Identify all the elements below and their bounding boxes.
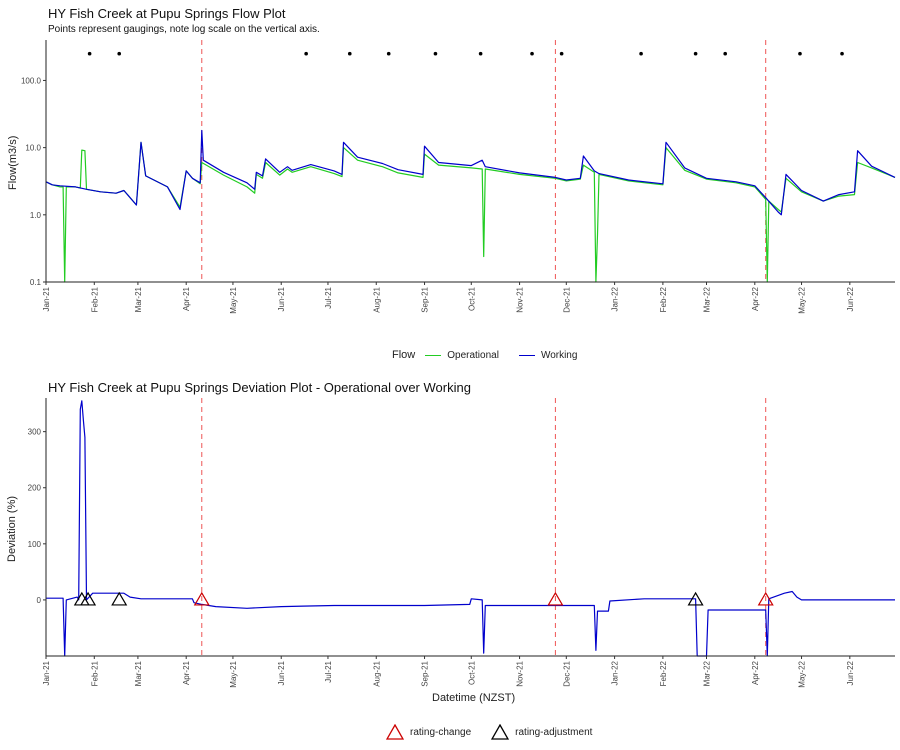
rating-change-marker [547,591,564,606]
x-tick-label: Sep-21 [421,286,430,312]
x-tick-label: Aug-21 [372,286,381,312]
x-tick-label: Jul-21 [324,286,333,308]
legend-label-rating-adjustment: rating-adjustment [515,726,593,738]
gauging-point [386,51,391,56]
legend-item-operational: Operational [425,350,499,361]
gauging-point [530,51,534,56]
y-tick-label: 200 [28,484,42,493]
deviation-x-axis-label: Datetime (NZST) [432,692,516,704]
x-tick-label: Aug-21 [372,660,381,686]
series-line [45,141,896,283]
x-tick-label: Mar-22 [703,660,712,686]
gauging-point [304,51,308,56]
x-tick-label: Jan-21 [42,286,51,311]
legend-item-working: Working [518,349,578,361]
x-tick-label: May-21 [229,660,238,687]
x-tick-label: Feb-21 [90,660,99,686]
x-tick-label: Nov-21 [516,286,525,312]
gauging-point [559,51,564,56]
x-tick-label: Jan-22 [611,660,620,685]
x-tick-label: Oct-21 [467,660,476,685]
legend-item-rating-change: rating-change [386,724,471,740]
y-tick-label: 0.1 [30,278,42,287]
x-tick-label: Jun-21 [277,660,286,685]
x-tick-label: Oct-21 [467,286,476,311]
legend-label-working: Working [540,349,578,361]
x-tick-label: Jul-21 [324,660,333,682]
x-tick-label: Jan-22 [611,286,620,311]
legend-item-rating-adjustment: rating-adjustment [491,724,592,740]
gauging-point [840,51,844,56]
flow-legend-title: Flow [392,349,416,361]
y-tick-label: 0 [37,596,42,605]
legend-label-operational: Operational [447,349,499,361]
x-tick-label: Feb-22 [659,660,668,686]
x-tick-label: Jan-21 [42,660,51,685]
series-line [45,129,896,216]
flow-plot-title: HY Fish Creek at Pupu Springs Flow Plot [48,6,286,21]
deviation-plot-title: HY Fish Creek at Pupu Springs Deviation … [48,380,471,395]
x-tick-label: Feb-22 [659,286,668,312]
rating-adjustment-marker [687,591,704,606]
gauging-point [433,51,438,56]
x-tick-label: May-22 [798,286,807,313]
gauging-point [639,51,643,56]
flow-legend: Flow Operational Working [392,349,591,361]
series-line [46,400,895,657]
x-tick-label: Sep-21 [421,660,430,686]
x-tick-label: Apr-21 [182,286,191,311]
x-tick-label: Mar-21 [134,286,143,312]
x-tick-label: Apr-21 [182,660,191,685]
x-tick-label: May-22 [798,660,807,687]
rating-change-triangle-icon [386,724,404,740]
gauging-point [723,51,727,56]
legend-label-rating-change: rating-change [410,726,472,738]
x-tick-label: Mar-22 [703,286,712,312]
y-tick-label: 1.0 [30,211,42,220]
deviation-plot: 0 100 200 300 Jan-21 Feb-21 Mar-21 Apr-21 May-21… [28,398,895,688]
gauging-point [87,51,92,56]
gauging-point [693,51,698,56]
y-tick-label: 100 [28,540,42,549]
flow-plot-subtitle: Points represent gaugings, note log scal… [48,24,320,35]
x-tick-label: Nov-21 [516,660,525,686]
rating-change-marker [757,591,774,606]
x-tick-label: Jun-22 [846,286,855,311]
y-tick-label: 10.0 [25,144,41,153]
rating-change-marker [193,591,210,606]
flow-plot: 0.1 1.0 10.0 100.0 Jan-21 Feb-21 Mar-21 Apr-21 M… [21,40,896,314]
marker-legend: rating-change rating-adjustment [386,724,606,740]
gauging-point [478,51,483,56]
rating-adjustment-triangle-icon [491,724,510,740]
y-tick-label: 100.0 [21,76,42,85]
rating-adjustment-marker [80,591,97,606]
operational-line-key [425,354,442,356]
gauging-point [117,51,122,56]
x-tick-label: Dec-21 [562,660,571,686]
x-tick-label: Dec-21 [562,286,571,312]
x-tick-label: Jun-22 [846,660,855,685]
gauging-point [347,51,352,56]
x-tick-label: Apr-22 [751,660,760,685]
x-tick-label: Jun-21 [277,286,286,311]
x-tick-label: Feb-21 [90,286,99,312]
rating-adjustment-marker [111,591,128,606]
gauging-point [798,51,802,56]
x-tick-label: May-21 [229,286,238,313]
x-tick-label: Mar-21 [134,660,143,686]
x-tick-label: Apr-22 [751,286,760,311]
working-line-key [518,354,535,356]
y-tick-label: 300 [28,428,42,437]
